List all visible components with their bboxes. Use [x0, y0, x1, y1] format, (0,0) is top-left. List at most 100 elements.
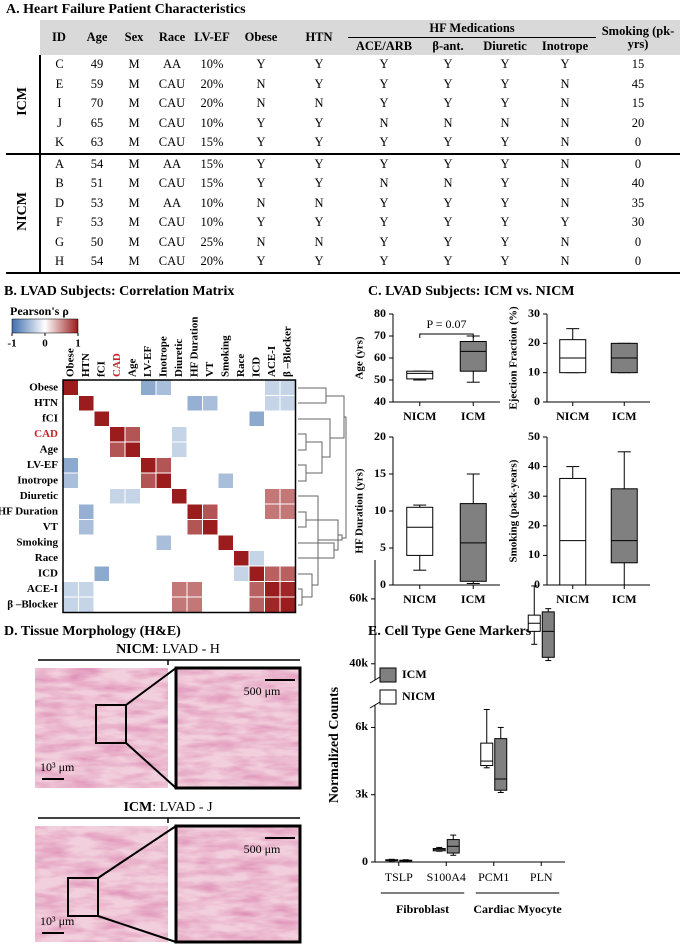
- table-cell: N: [560, 96, 570, 111]
- table-cell: 63: [78, 133, 116, 155]
- table-cell: Y: [290, 252, 348, 274]
- heatmap-cell: [125, 442, 140, 457]
- table-cell: 54: [78, 252, 116, 274]
- table-cell: M: [128, 195, 140, 210]
- table-cell: N: [443, 176, 453, 191]
- table-cell: I: [57, 96, 62, 111]
- table-cell: 15%: [200, 176, 224, 191]
- heatmap-cell: [94, 411, 109, 426]
- colorbar-tick-label: -1: [7, 338, 16, 350]
- image-texture: [176, 826, 300, 942]
- image-texture: [35, 668, 168, 788]
- heatmap-cell: [156, 535, 171, 550]
- zoom-line: [97, 915, 177, 943]
- table-cell: CAU: [152, 133, 192, 155]
- table-cell: N: [256, 76, 266, 91]
- table-cell: Y: [443, 195, 453, 210]
- row-label: ICD: [38, 567, 58, 579]
- row-label: VT: [43, 521, 59, 533]
- column-label: ICD: [250, 357, 262, 377]
- y-tick-label: 20: [528, 335, 540, 349]
- section-header: ICM: LVAD - J: [123, 800, 213, 815]
- x-tick-label: ICM: [612, 592, 637, 606]
- table-cell: Y: [348, 133, 420, 155]
- column-label: VT: [204, 361, 216, 377]
- heatmap-cell: [110, 489, 125, 504]
- header-row: ID Age Sex Race LV-EF Obese HTN HF Medications S…: [6, 20, 681, 55]
- heatmap-cell: [172, 442, 187, 457]
- x-tick-label: ICM: [461, 409, 486, 423]
- heatmap-cell: [249, 551, 264, 566]
- table-cell: Y: [500, 57, 510, 72]
- table-cell: N: [500, 115, 510, 130]
- row-label: Smoking: [16, 536, 58, 548]
- legend-label: ICM: [402, 667, 427, 681]
- heatmap-cell: [125, 489, 140, 504]
- table-row: ICM C 49 M AA 10% Y Y Y Y Y Y 15: [6, 55, 680, 155]
- table-header: ID Age Sex Race LV-EF Obese HTN HF Medications S…: [6, 20, 681, 55]
- heatmap-cell: [265, 566, 280, 581]
- table-cell: 15: [631, 57, 645, 72]
- table-row: G 50 M CAU 25% N N Y Y Y N 0: [6, 233, 680, 253]
- x-tick-label: S100A4: [427, 870, 466, 884]
- table-cell: N: [256, 234, 266, 249]
- y-tick-label: 30: [528, 306, 540, 320]
- heatmap-cell: [187, 504, 202, 519]
- table-cell: 51: [90, 176, 104, 191]
- table-cell: 0: [596, 252, 681, 274]
- heatmap-cell: [234, 566, 249, 581]
- table-cell: Y: [443, 76, 453, 91]
- heatmap-cell: [187, 597, 202, 612]
- heatmap-cell: [63, 380, 78, 395]
- heatmap-cell: [141, 458, 156, 473]
- colorbar-label: Pearson's ρ: [10, 304, 69, 318]
- column-label: fCI: [95, 361, 107, 377]
- y-tick-label: 10: [374, 503, 386, 517]
- table-cell: Y: [256, 57, 266, 72]
- y-tick-label: 10: [528, 547, 540, 561]
- table-cell: Y: [560, 215, 570, 230]
- table-cell: 35: [631, 195, 645, 210]
- table-cell: N: [560, 76, 570, 91]
- y-tick-label: 80: [374, 306, 386, 320]
- heatmap-cell: [63, 597, 78, 612]
- y-tick-label: 40k: [349, 656, 368, 670]
- heatmap-cell: [280, 566, 295, 581]
- table-cell: N: [534, 133, 597, 155]
- table-cell: M: [116, 252, 152, 274]
- table-cell: N: [560, 195, 570, 210]
- heatmap-cell: [187, 396, 202, 411]
- column-header: Race: [152, 20, 192, 55]
- heatmap-cell: [172, 597, 187, 612]
- table-cell: Y: [256, 156, 266, 171]
- table-cell: 0: [634, 234, 642, 249]
- heatmap-cell: [265, 489, 280, 504]
- axis-break-marks: [369, 676, 381, 709]
- table-cell: Y: [379, 156, 389, 171]
- table-cell: CAU: [158, 115, 186, 130]
- heatmap-cell: [156, 473, 171, 488]
- box: [610, 488, 638, 564]
- column-label: Obese: [64, 348, 76, 377]
- column-header: HTN: [290, 20, 348, 55]
- table-cell: K: [40, 133, 78, 155]
- heatmap-cell: [79, 582, 94, 597]
- table-cell: M: [128, 156, 140, 171]
- column-label: LV-EF: [142, 346, 154, 377]
- heatmap-cell: [110, 427, 125, 442]
- table-cell: 15%: [200, 156, 224, 171]
- table-cell: 30: [631, 215, 645, 230]
- heatmap-cell: [63, 473, 78, 488]
- heatmap-cell: [249, 566, 264, 581]
- heatmap-cell: [94, 566, 109, 581]
- row-label: HF Duration: [0, 505, 58, 517]
- table-row: H 54 M CAU 20% Y Y Y Y Y N 0: [6, 252, 681, 274]
- heatmap-cell: [265, 380, 280, 395]
- table-cell: 20: [631, 115, 645, 130]
- table-cell: N: [256, 195, 266, 210]
- table-row: F 53 M CAU 10% Y Y Y Y Y Y 30: [6, 213, 680, 233]
- column-header: Diuretic: [476, 37, 534, 55]
- table-cell: Y: [348, 252, 420, 274]
- group-label: Fibroblast: [396, 902, 449, 916]
- table-cell: N: [314, 234, 324, 249]
